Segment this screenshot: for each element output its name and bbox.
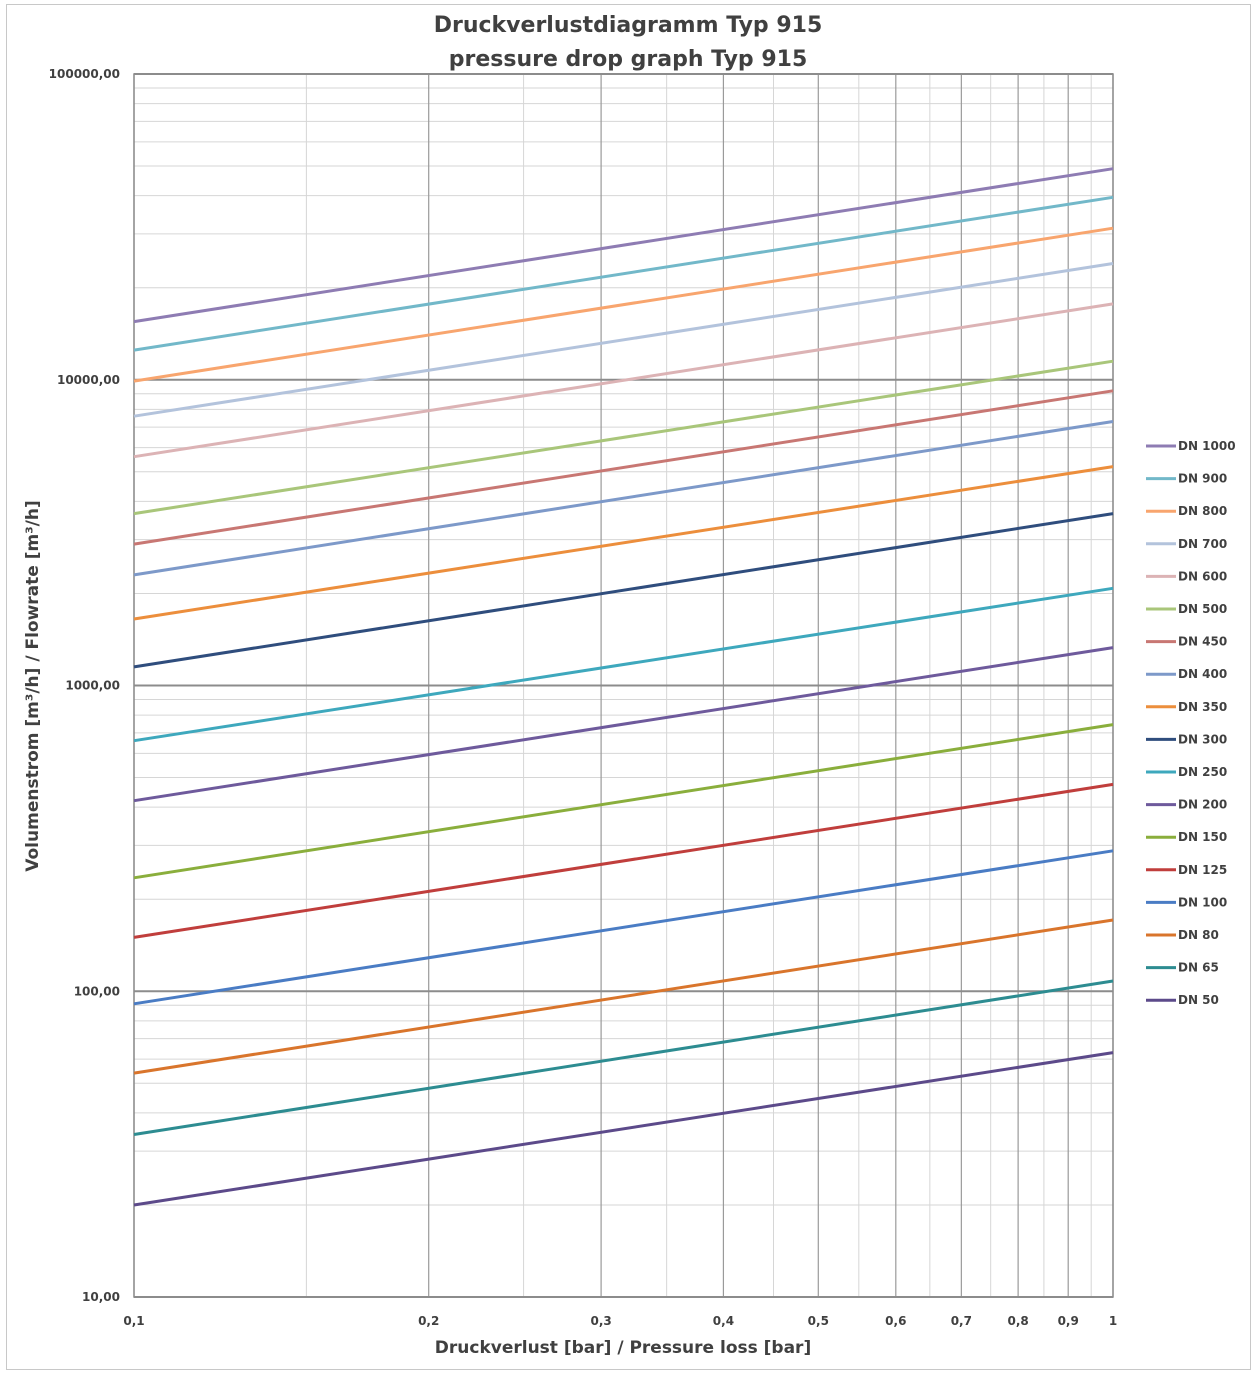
legend-label: DN 100 xyxy=(1178,895,1227,909)
x-tick-label: 0,2 xyxy=(418,1314,439,1328)
x-tick-label: 0,5 xyxy=(808,1314,829,1328)
legend-label: DN 200 xyxy=(1178,798,1227,812)
legend-item: DN 200 xyxy=(1146,798,1227,812)
y-tick-label: 10,00 xyxy=(82,1290,120,1304)
series-line-dn150 xyxy=(133,723,1114,880)
y-tick-labels: 10,00 100,00 1000,00 10000,00 100000,00 xyxy=(49,67,120,1304)
series-line-dn800 xyxy=(133,226,1114,383)
legend-label: DN 500 xyxy=(1178,602,1227,616)
legend-item: DN 250 xyxy=(1146,765,1227,779)
legend-item: DN 800 xyxy=(1146,504,1227,518)
x-tick-label: 0,1 xyxy=(123,1314,144,1328)
y-axis-title: Volumenstrom [m³/h] / Flowrate [m³/h] xyxy=(23,500,43,871)
series-line-dn200 xyxy=(133,646,1114,803)
legend-label: DN 80 xyxy=(1178,928,1219,942)
series-line-dn100 xyxy=(133,849,1114,1006)
legend-label: DN 300 xyxy=(1178,732,1227,746)
series-lines xyxy=(133,167,1114,1207)
legend-label: DN 125 xyxy=(1178,863,1227,877)
x-tick-label: 0,8 xyxy=(1007,1314,1028,1328)
legend-item: DN 100 xyxy=(1146,895,1227,909)
legend-item: DN 150 xyxy=(1146,830,1227,844)
legend-item: DN 300 xyxy=(1146,732,1227,746)
x-tick-label: 0,4 xyxy=(713,1314,734,1328)
legend-item: DN 65 xyxy=(1146,961,1219,975)
series-line-dn80 xyxy=(133,918,1114,1075)
y-tick-label: 100000,00 xyxy=(49,67,120,81)
legend-item: DN 350 xyxy=(1146,700,1227,714)
y-tick-label: 1000,00 xyxy=(65,679,120,693)
x-tick-label: 0,6 xyxy=(885,1314,906,1328)
x-tick-labels: 0,1 0,2 0,3 0,4 0,5 0,6 0,7 0,8 0,9 1 xyxy=(123,1314,1117,1328)
series-line-dn350 xyxy=(133,465,1114,621)
legend-label: DN 350 xyxy=(1178,700,1227,714)
series-line-dn600 xyxy=(133,302,1114,459)
series-line-dn125 xyxy=(133,782,1114,939)
series-line-dn700 xyxy=(133,262,1114,418)
y-tick-label: 10000,00 xyxy=(57,373,120,387)
legend-label: DN 65 xyxy=(1178,961,1219,975)
series-line-dn500 xyxy=(133,359,1114,516)
series-line-dn400 xyxy=(133,420,1114,577)
plot-area-border xyxy=(133,73,1114,1298)
legend-item: DN 1000 xyxy=(1146,439,1236,453)
legend-label: DN 150 xyxy=(1178,830,1227,844)
legend-item: DN 125 xyxy=(1146,863,1227,877)
major-grid xyxy=(133,73,1114,1298)
legend-item: DN 600 xyxy=(1146,569,1227,583)
series-line-dn450 xyxy=(133,389,1114,546)
legend-item: DN 400 xyxy=(1146,667,1227,681)
legend-label: DN 400 xyxy=(1178,667,1227,681)
legend-label: DN 450 xyxy=(1178,635,1227,649)
series-line-dn65 xyxy=(133,979,1114,1136)
legend-label: DN 600 xyxy=(1178,569,1227,583)
legend: DN 1000 DN 900 DN 800 DN 700 DN 600 DN 500 DN … xyxy=(1146,439,1236,1007)
x-tick-label: 1 xyxy=(1109,1314,1117,1328)
x-axis-title: Druckverlust [bar] / Pressure loss [bar] xyxy=(435,1338,811,1358)
legend-item: DN 50 xyxy=(1146,993,1219,1007)
series-line-dn50 xyxy=(133,1051,1114,1207)
x-tick-label: 0,9 xyxy=(1058,1314,1079,1328)
legend-item: DN 450 xyxy=(1146,635,1227,649)
series-line-dn1000 xyxy=(133,167,1114,324)
chart-title-line-1: Druckverlustdiagramm Typ 915 xyxy=(434,13,823,38)
x-tick-label: 0,7 xyxy=(951,1314,972,1328)
y-tick-label: 100,00 xyxy=(74,984,120,998)
legend-label: DN 50 xyxy=(1178,993,1219,1007)
legend-item: DN 900 xyxy=(1146,472,1227,486)
legend-label: DN 800 xyxy=(1178,504,1227,518)
chart-title-line-2: pressure drop graph Typ 915 xyxy=(449,47,808,72)
x-tick-label: 0,3 xyxy=(590,1314,611,1328)
legend-item: DN 500 xyxy=(1146,602,1227,616)
legend-label: DN 1000 xyxy=(1178,439,1236,453)
series-line-dn250 xyxy=(133,586,1114,743)
minor-grid xyxy=(134,74,1113,1297)
series-line-dn300 xyxy=(133,512,1114,669)
series-line-dn900 xyxy=(133,195,1114,352)
legend-label: DN 700 xyxy=(1178,537,1227,551)
legend-item: DN 700 xyxy=(1146,537,1227,551)
legend-label: DN 900 xyxy=(1178,472,1227,486)
legend-label: DN 250 xyxy=(1178,765,1227,779)
legend-item: DN 80 xyxy=(1146,928,1219,942)
